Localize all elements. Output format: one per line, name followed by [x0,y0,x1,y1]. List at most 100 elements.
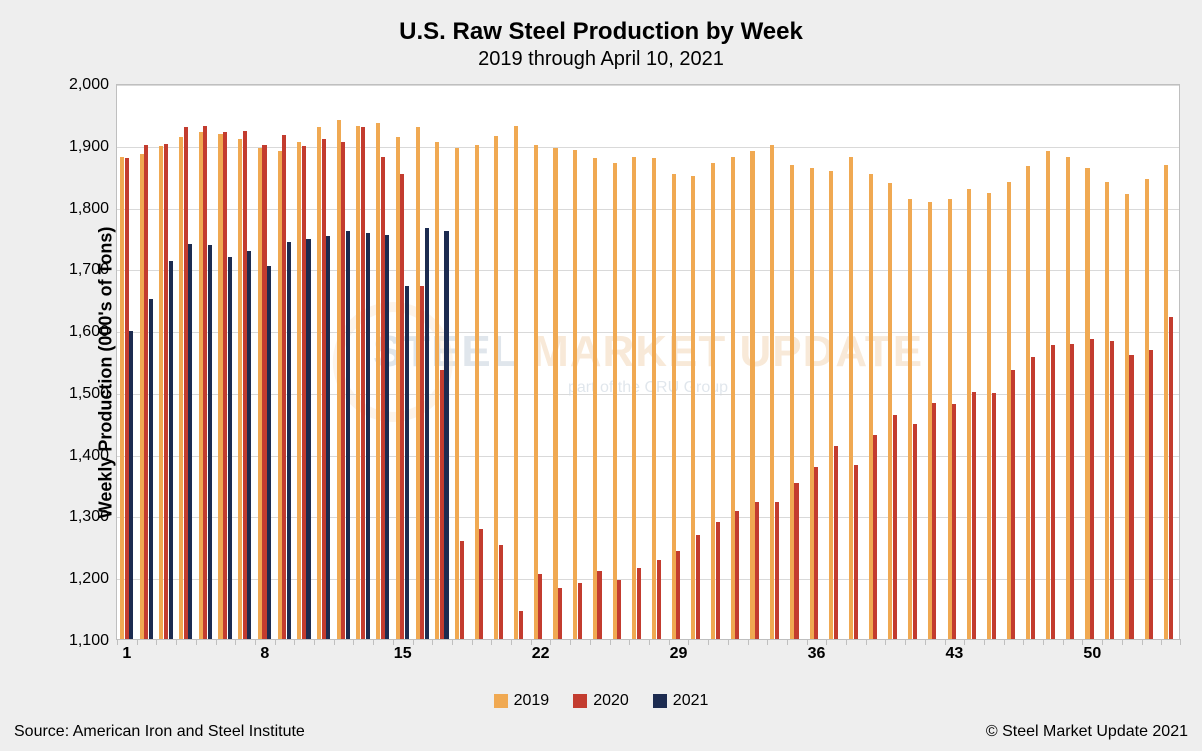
xtick-mark [216,639,217,645]
bar-2020 [125,158,129,639]
bar-2020 [243,131,247,639]
ytick-label: 1,300 [69,508,117,526]
bar-2019 [691,176,695,639]
xtick-mark [984,639,985,645]
bar-2021 [208,245,212,639]
bar-2019 [672,174,676,639]
ytick-label: 1,500 [69,385,117,403]
copyright-text: © Steel Market Update 2021 [986,723,1188,741]
bar-2020 [1169,317,1173,639]
chart-title-block: U.S. Raw Steel Production by Week 2019 t… [0,18,1202,71]
xtick-mark [1023,639,1024,645]
xtick-label: 22 [532,639,550,663]
xtick-label: 29 [670,639,688,663]
legend-item: 2019 [494,692,550,710]
bar-2019 [770,145,774,639]
gridline [117,456,1179,457]
xtick-mark [1122,639,1123,645]
legend-swatch [494,694,508,708]
bar-2019 [948,199,952,639]
bar-2019 [573,150,577,639]
xtick-mark [334,639,335,645]
bar-2020 [361,127,365,639]
xtick-mark [570,639,571,645]
bar-2019 [987,193,991,639]
bar-2019 [1007,182,1011,639]
bar-2020 [341,142,345,639]
bar-2019 [376,123,380,639]
bar-2021 [346,231,350,639]
bar-2021 [326,236,330,639]
bar-2019 [1066,157,1070,639]
bar-2021 [149,299,153,639]
xtick-mark [610,639,611,645]
bar-2020 [952,404,956,639]
bar-2019 [711,163,715,639]
bar-2020 [1149,350,1153,639]
bar-2020 [203,126,207,639]
bar-2019 [337,120,341,639]
legend-swatch [653,694,667,708]
legend-swatch [573,694,587,708]
ytick-label: 1,200 [69,570,117,588]
bar-2019 [356,126,360,639]
xtick-mark [550,639,551,645]
xtick-mark [314,639,315,645]
bar-2020 [814,467,818,639]
bar-2021 [267,266,271,639]
bar-2020 [1129,355,1133,639]
source-text: Source: American Iron and Steel Institut… [14,723,305,741]
bar-2019 [1105,182,1109,639]
bar-2020 [637,568,641,639]
xtick-mark [235,639,236,645]
bar-2021 [366,233,370,639]
xtick-mark [255,639,256,645]
bar-2021 [188,244,192,639]
bar-2020 [420,286,424,639]
bar-2019 [613,163,617,639]
xtick-mark [275,639,276,645]
bar-2019 [652,158,656,639]
bar-2020 [558,588,562,639]
bar-2019 [514,126,518,639]
bar-2019 [731,157,735,639]
gridline [117,517,1179,518]
gridline [117,209,1179,210]
bar-2019 [396,137,400,639]
bar-2020 [223,132,227,639]
xtick-mark [472,639,473,645]
bar-2020 [1110,341,1114,639]
bar-2019 [218,134,222,639]
xtick-mark [964,639,965,645]
xtick-mark [452,639,453,645]
gridline [117,332,1179,333]
xtick-mark [787,639,788,645]
ytick-label: 1,100 [69,632,117,650]
bar-2020 [519,611,523,639]
xtick-mark [353,639,354,645]
bar-2019 [1026,166,1030,639]
xtick-label: 36 [808,639,826,663]
bar-2019 [810,168,814,639]
bar-2020 [794,483,798,639]
bar-2020 [578,583,582,639]
bar-2020 [834,446,838,639]
bar-2020 [854,465,858,639]
bar-2019 [455,148,459,639]
chart-title: U.S. Raw Steel Production by Week [0,18,1202,46]
bar-2020 [381,157,385,639]
bar-2019 [317,127,321,639]
bar-2021 [287,242,291,639]
bar-2021 [425,228,429,639]
bar-2020 [164,144,168,639]
xtick-mark [688,639,689,645]
bar-2019 [1145,179,1149,639]
bar-2020 [972,392,976,639]
bar-2020 [893,415,897,639]
bar-2019 [534,145,538,639]
bar-2021 [129,331,133,639]
legend-label: 2021 [673,692,709,710]
bar-2019 [494,136,498,639]
xtick-mark [1004,639,1005,645]
bar-2020 [735,511,739,639]
